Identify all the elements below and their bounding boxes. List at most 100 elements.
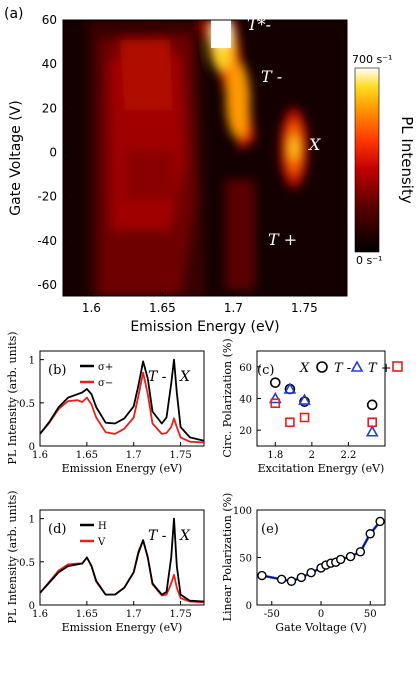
x-tick-label: 2.2 — [340, 450, 356, 461]
y-axis-label-c: Circ. Polarization (%) — [221, 338, 234, 457]
x-tick-label: 1.6 — [82, 301, 101, 315]
x-tick-label: 1.6 — [32, 450, 48, 461]
x-tick-label: 1.7 — [126, 609, 142, 620]
legend-sigma-plus: σ+ — [98, 362, 113, 373]
y-axis-label-a: Gate Voltage (V) — [8, 100, 24, 215]
data-point — [257, 570, 267, 581]
legend-marker-X — [316, 361, 328, 373]
x-tick-label: 0 — [318, 609, 324, 620]
y-tick-label: 20 — [42, 101, 57, 115]
x-tick-label: 1.75 — [169, 450, 191, 461]
series-line-a — [39, 358, 205, 442]
data-point — [355, 547, 366, 557]
x-tick-label: 1.75 — [169, 609, 191, 620]
point-T-plus — [367, 417, 378, 428]
x-axis-label-e: Gate Voltage (V) — [275, 621, 366, 634]
y-tick-label: 0 — [49, 145, 57, 159]
heatmap-axes: 1.6 1.65 1.7 1.75 60 40 20 0 -20 -40 -60 — [37, 13, 317, 315]
point-T-minus — [365, 425, 379, 437]
x-tick-label: 1.8 — [267, 450, 283, 461]
heatmap-intensity — [88, 20, 308, 296]
scatter-panel-c: (c) X T - T + 1.8 2 2.2 20 40 60 Excitation E… — [221, 338, 403, 475]
legend-label-T-plus: T + — [368, 361, 392, 376]
annotation-X: X — [307, 135, 321, 154]
y-tick-label: 1 — [29, 356, 35, 367]
legend-label-T-minus: T - — [334, 361, 351, 376]
point-T-minus — [283, 382, 297, 394]
peak-label-T-minus-b: T - — [148, 369, 167, 385]
x-tick-label: 1.7 — [224, 301, 243, 315]
point-T-plus — [270, 398, 281, 409]
y-axis-label-b: PL Intensity (arb. units) — [6, 331, 19, 464]
colorbar — [354, 67, 380, 253]
axes-e: -50 0 50 0 50 100 — [233, 506, 377, 620]
y-tick-label: -40 — [37, 234, 57, 248]
x-tick-label: 50 — [364, 609, 377, 620]
x-axis-label-a: Emission Energy (eV) — [130, 319, 279, 335]
y-tick-label: 60 — [239, 363, 252, 374]
data-point — [276, 574, 287, 585]
colorbar-min-label: 0 s⁻¹ — [356, 254, 382, 267]
annotation-T-plus: T + — [268, 230, 297, 249]
heatmap-panel-a: (a) — [4, 6, 416, 335]
spectrum-panel-d: (d) H V T - X 1.6 1.65 1.7 1.75 0 0.5 1 Emissi… — [6, 490, 205, 634]
y-axis-label-d: PL Intensity (arb. units) — [6, 490, 19, 623]
y-tick-label: 1 — [29, 515, 35, 526]
point-T-minus — [268, 391, 282, 404]
data-point — [296, 572, 307, 583]
data-point — [306, 568, 316, 578]
panel-label-c: (c) — [257, 363, 274, 378]
x-tick-label: 1.75 — [291, 301, 318, 315]
y-tick-label: -20 — [37, 190, 57, 204]
point-T-minus — [298, 393, 311, 405]
series-line-b — [39, 539, 205, 604]
y-tick-label: 60 — [42, 13, 57, 27]
legend-H: H — [98, 521, 107, 532]
point-T-plus — [299, 412, 310, 423]
y-tick-label: 0 — [29, 601, 35, 612]
saturated-region — [211, 20, 231, 48]
heatmap-plot-area — [63, 20, 347, 296]
peak-label-X-d: X — [179, 528, 191, 544]
data-point — [286, 576, 297, 586]
y-tick-label: 50 — [239, 554, 252, 565]
axes-c: 1.8 2 2.2 20 40 60 — [239, 363, 356, 461]
series-line-a — [39, 517, 205, 603]
x-tick-label: 1.7 — [126, 450, 142, 461]
legend-marker-T-minus — [350, 360, 364, 372]
x-tick-label: -50 — [264, 609, 280, 620]
spectrum-panel-b: (b) σ+ σ− T - X 1.6 1.65 1.7 1.75 0 0.5 1 Emis… — [6, 331, 205, 475]
point-X — [269, 377, 281, 388]
data-point — [375, 516, 385, 527]
point-T-plus — [285, 417, 295, 428]
panel-label-a: (a) — [4, 6, 24, 22]
y-tick-label: -60 — [37, 278, 57, 292]
x-axis-label-b: Emission Energy (eV) — [62, 462, 183, 475]
x-tick-label: 1.6 — [32, 609, 48, 620]
x-tick-label: 2 — [309, 450, 315, 461]
y-tick-label: 40 — [239, 395, 252, 406]
data-point — [365, 529, 375, 539]
y-tick-label: 100 — [233, 506, 252, 517]
series-line-b — [39, 371, 205, 444]
y-tick-label: 0 — [246, 601, 252, 612]
line-panel-e: (e) -50 0 50 0 50 100 Gate Voltage (V) Linear… — [221, 493, 386, 634]
y-tick-label: 0 — [29, 442, 35, 453]
data-point — [345, 551, 356, 562]
peak-label-T-minus-d: T - — [148, 528, 167, 544]
x-tick-label: 1.65 — [76, 609, 98, 620]
axes-d: 1.6 1.65 1.7 1.75 0 0.5 1 — [19, 515, 192, 620]
annotation-T-minus: T - — [261, 67, 282, 86]
y-tick-label: 40 — [42, 57, 57, 71]
point-X — [366, 399, 378, 411]
annotation-T-star-minus: T*- — [247, 15, 271, 34]
y-tick-label: 20 — [239, 426, 252, 437]
panel-label-d: (d) — [48, 522, 66, 537]
legend-label-X: X — [299, 361, 310, 376]
x-axis-label-c: Excitation Energy (eV) — [258, 462, 385, 475]
colorbar-label: PL Intensity — [398, 116, 416, 204]
x-tick-label: 1.65 — [76, 450, 98, 461]
x-tick-label: 1.65 — [149, 301, 176, 315]
axes-b: 1.6 1.65 1.7 1.75 0 0.5 1 — [19, 356, 192, 461]
